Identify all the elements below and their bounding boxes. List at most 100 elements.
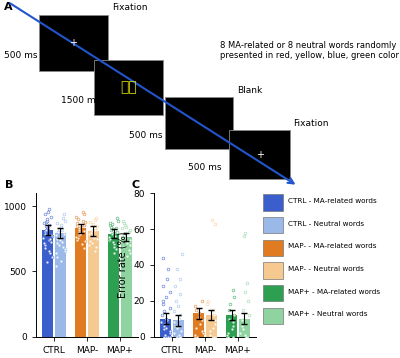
Point — [43, 218, 50, 223]
Point — [230, 319, 236, 325]
Point — [230, 334, 236, 339]
Point — [111, 241, 117, 247]
Point — [209, 307, 216, 313]
Point — [42, 231, 48, 237]
Point — [212, 321, 218, 327]
Point — [167, 330, 174, 336]
Point — [106, 222, 113, 228]
Point — [123, 224, 130, 229]
Bar — [193, 313, 204, 337]
Point — [231, 294, 237, 300]
Point — [161, 332, 168, 338]
Point — [226, 307, 232, 313]
Point — [230, 312, 237, 318]
Point — [49, 233, 56, 239]
Point — [161, 321, 167, 327]
Bar — [226, 315, 237, 337]
Point — [123, 240, 130, 246]
Point — [88, 233, 95, 239]
Bar — [173, 320, 184, 337]
Point — [112, 233, 118, 238]
Point — [55, 226, 62, 232]
Point — [119, 234, 126, 240]
Point — [230, 287, 236, 293]
Point — [171, 309, 177, 314]
Point — [57, 224, 64, 230]
Point — [174, 334, 180, 339]
Point — [127, 237, 133, 243]
Point — [80, 218, 86, 223]
Point — [175, 303, 182, 309]
Point — [59, 239, 65, 245]
Point — [107, 236, 113, 242]
Text: Fixation: Fixation — [112, 3, 147, 12]
Point — [111, 250, 118, 256]
Point — [164, 318, 170, 323]
Point — [205, 298, 211, 304]
Point — [74, 237, 80, 242]
Point — [176, 334, 183, 339]
Point — [119, 218, 126, 223]
Point — [55, 229, 61, 235]
Point — [40, 235, 46, 241]
Point — [163, 316, 169, 321]
Text: CTRL - Neutral words: CTRL - Neutral words — [288, 221, 364, 227]
Point — [225, 330, 232, 336]
Point — [46, 248, 52, 253]
Point — [110, 230, 117, 236]
Point — [166, 305, 173, 311]
Point — [75, 229, 82, 235]
Point — [86, 219, 93, 225]
Point — [196, 314, 202, 320]
Point — [174, 325, 180, 330]
Point — [110, 239, 116, 245]
Point — [114, 218, 121, 223]
FancyBboxPatch shape — [263, 285, 283, 301]
Point — [178, 328, 185, 334]
Point — [58, 222, 64, 228]
Point — [194, 334, 200, 339]
Bar — [108, 234, 119, 337]
Point — [177, 276, 183, 282]
Bar — [238, 319, 250, 337]
Point — [167, 289, 174, 295]
Point — [62, 246, 68, 252]
Text: MAP- - Neutral words: MAP- - Neutral words — [288, 266, 364, 272]
Point — [108, 228, 114, 233]
FancyBboxPatch shape — [94, 59, 163, 115]
Text: B: B — [6, 180, 14, 190]
Point — [108, 221, 115, 227]
Point — [74, 221, 80, 226]
Point — [93, 245, 99, 250]
Text: 500 ms: 500 ms — [129, 131, 163, 140]
Point — [176, 334, 183, 339]
Point — [242, 230, 248, 236]
Point — [56, 237, 63, 243]
Point — [212, 334, 218, 339]
Point — [160, 284, 167, 289]
Point — [75, 217, 81, 222]
Point — [61, 231, 67, 237]
Point — [61, 211, 68, 217]
Point — [171, 330, 178, 336]
Point — [113, 246, 119, 252]
Point — [42, 211, 48, 217]
Point — [244, 280, 250, 286]
Text: CTRL - MA-related words: CTRL - MA-related words — [288, 198, 376, 204]
Point — [45, 209, 51, 214]
Point — [108, 224, 114, 229]
Point — [43, 219, 49, 225]
Point — [80, 211, 87, 217]
Text: +: + — [70, 38, 78, 48]
Point — [227, 301, 233, 307]
Point — [54, 254, 60, 260]
Point — [42, 245, 48, 251]
Point — [177, 334, 184, 339]
Point — [121, 235, 128, 241]
Point — [114, 229, 121, 234]
Point — [126, 239, 132, 245]
Point — [80, 222, 87, 227]
Point — [88, 230, 95, 236]
Point — [196, 310, 202, 316]
Point — [212, 221, 218, 227]
